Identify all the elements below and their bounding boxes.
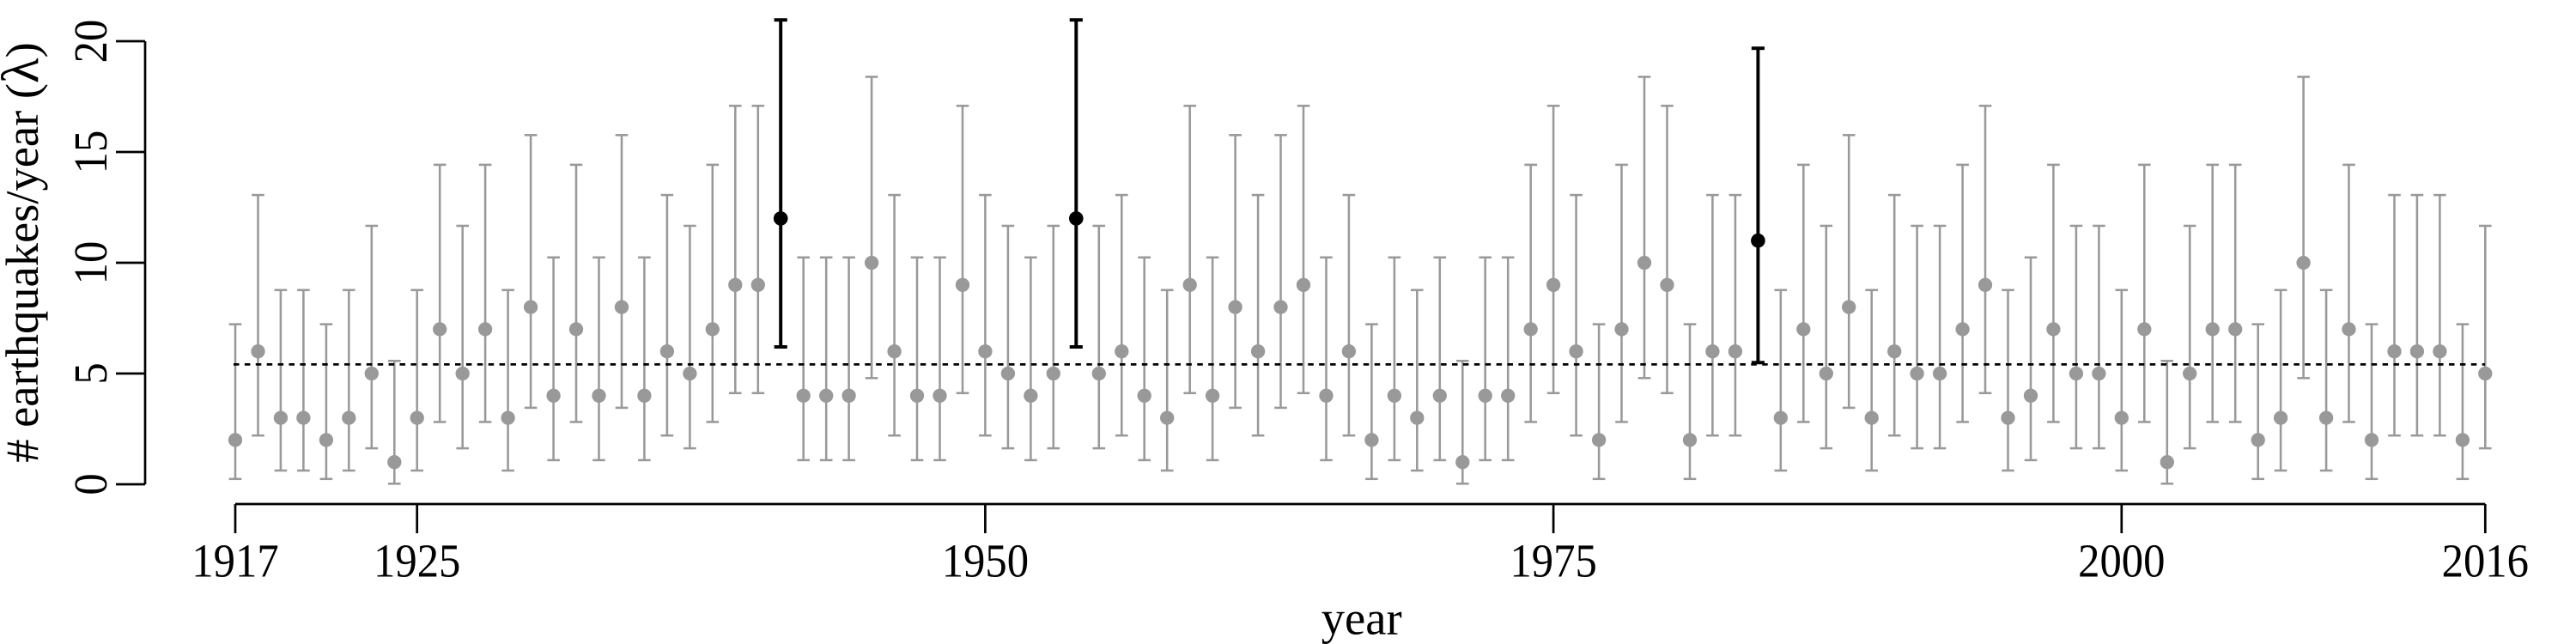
svg-text:5: 5 xyxy=(64,362,117,384)
svg-text:15: 15 xyxy=(64,131,117,174)
svg-text:year: year xyxy=(1321,592,1402,644)
svg-text:2000: 2000 xyxy=(2078,535,2165,587)
svg-text:# earthquakes/year (λ): # earthquakes/year (λ) xyxy=(0,42,50,463)
svg-text:0: 0 xyxy=(64,473,117,495)
svg-text:1925: 1925 xyxy=(374,535,460,587)
svg-text:20: 20 xyxy=(64,20,117,64)
svg-text:1975: 1975 xyxy=(1510,535,1596,587)
svg-text:10: 10 xyxy=(64,241,117,285)
svg-text:2016: 2016 xyxy=(2442,535,2529,587)
svg-text:1950: 1950 xyxy=(942,535,1029,587)
svg-text:1917: 1917 xyxy=(191,535,278,587)
